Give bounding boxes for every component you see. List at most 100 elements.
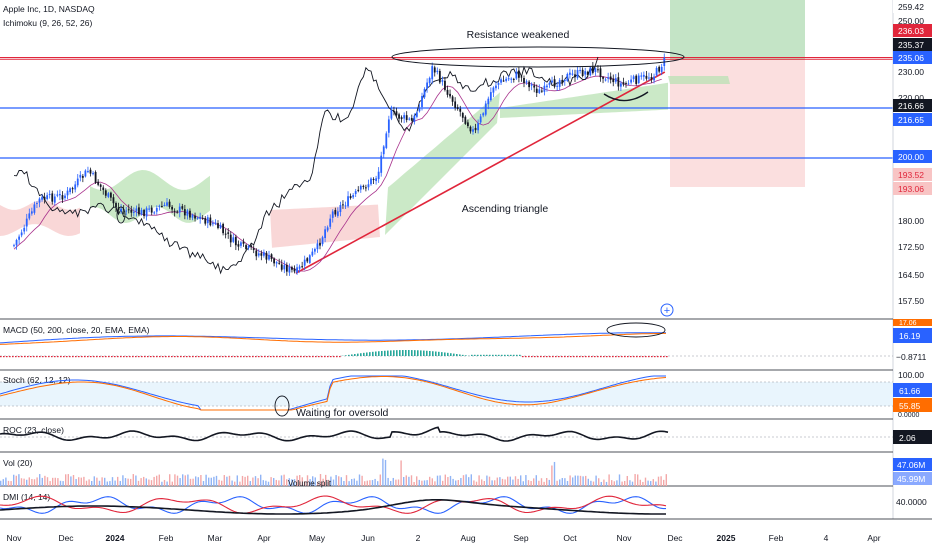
candle-body [546, 85, 548, 88]
volume-bar [213, 476, 215, 486]
macd-histogram-bar [66, 356, 68, 358]
volume-bar [410, 475, 413, 486]
macd-histogram-bar [225, 356, 227, 358]
volume-bar [187, 474, 189, 486]
ascending-trendline[interactable] [295, 71, 666, 274]
candle-body [268, 254, 270, 260]
volume-bar [429, 476, 431, 486]
price-label-box [893, 24, 932, 37]
candle-body [571, 73, 574, 75]
candle-body [492, 87, 495, 93]
volume-bar [358, 474, 361, 486]
macd-histogram-bar [525, 356, 527, 358]
candle-body [344, 205, 347, 207]
volume-bar [491, 480, 493, 486]
volume-bar [340, 477, 342, 486]
candle-body [627, 83, 630, 85]
candle-body [224, 233, 227, 235]
add-plus-icon[interactable] [660, 303, 674, 317]
candle-body [115, 203, 117, 208]
volume-bar [15, 475, 17, 486]
candle-body [576, 70, 579, 78]
macd-histogram-bar [291, 356, 293, 358]
macd-histogram-bar [72, 356, 74, 358]
macd-histogram-bar [312, 356, 314, 358]
macd-histogram-bar [180, 356, 182, 358]
macd-histogram-bar [357, 353, 359, 356]
candle-body [561, 79, 564, 83]
candle-body [234, 236, 237, 246]
volume-bar [59, 480, 62, 486]
price-label-box [893, 150, 932, 163]
volume-bar [439, 475, 441, 486]
macd-histogram-bar [642, 356, 644, 358]
macd-histogram-bar [603, 356, 605, 358]
volume-bar [338, 476, 340, 486]
macd-histogram-bar [231, 356, 233, 358]
macd-histogram-bar [168, 356, 170, 358]
roc-pane: ROC (23, close) 2.06 [0, 425, 932, 444]
candle-body [176, 211, 179, 213]
candle-body [377, 171, 380, 180]
candle-body [97, 181, 100, 185]
macd-histogram-bar [414, 350, 416, 356]
time-axis[interactable]: Nov Dec 2024 Feb Mar Apr May Jun 2 Aug Sep Oct Nov De… [6, 533, 880, 543]
dmi-minus-line [0, 495, 667, 514]
volume-bar [598, 478, 600, 486]
volume-bar [260, 474, 262, 486]
macd-histogram-bar [582, 356, 584, 358]
macd-histogram-bar [6, 356, 8, 358]
candle-body [112, 197, 115, 204]
macd-histogram-bar [333, 356, 335, 358]
macd-histogram-bar [288, 356, 290, 358]
macd-histogram-bar [570, 356, 572, 358]
candle-body [87, 171, 89, 173]
macd-histogram-bar [384, 350, 386, 356]
time-tick: Feb [769, 533, 784, 543]
volume-bar [236, 475, 238, 486]
macd-histogram-bar [585, 356, 587, 358]
price-tick: 250.00 [898, 16, 924, 26]
volume-bar [655, 481, 657, 486]
macd-histogram-bar [9, 356, 11, 358]
candle-body [553, 79, 556, 87]
price-label-box [893, 0, 932, 13]
candle-body [319, 242, 321, 246]
candle-body [418, 108, 421, 112]
candle-body [660, 66, 663, 73]
volume-bar [374, 478, 376, 486]
volume-bar [156, 475, 158, 486]
macd-histogram-bar [63, 356, 65, 358]
candle-body [278, 262, 281, 264]
price-label-box [893, 38, 932, 51]
volume-bar [343, 481, 345, 486]
candle-body [308, 255, 311, 263]
annotation-ascending-triangle: Ascending triangle [462, 203, 549, 215]
candle-body [433, 67, 436, 73]
macd-histogram-bar [438, 351, 440, 356]
candle-body [69, 188, 71, 193]
price-label: 193.52 [898, 170, 924, 180]
candle-body [620, 83, 622, 87]
volume-bar [174, 474, 176, 486]
volume-bar [195, 476, 197, 486]
volume-bar [314, 477, 316, 486]
price-label-box [893, 113, 932, 126]
macd-histogram-bar [609, 356, 611, 358]
volume-bar [436, 475, 439, 486]
candle-body [252, 248, 255, 251]
macd-histogram-bar [366, 352, 368, 356]
stoch-k-line [0, 375, 666, 411]
volume-bar [234, 481, 236, 486]
candle-body [25, 218, 28, 227]
candle-body [607, 77, 610, 79]
candle-body [222, 223, 224, 234]
candle-body [630, 79, 632, 83]
volume-bar [574, 475, 576, 486]
candle-body [642, 74, 645, 77]
volume-bar [96, 477, 98, 486]
macd-histogram-bar [306, 356, 308, 358]
candle-body [232, 237, 235, 242]
candle-body [125, 210, 128, 212]
